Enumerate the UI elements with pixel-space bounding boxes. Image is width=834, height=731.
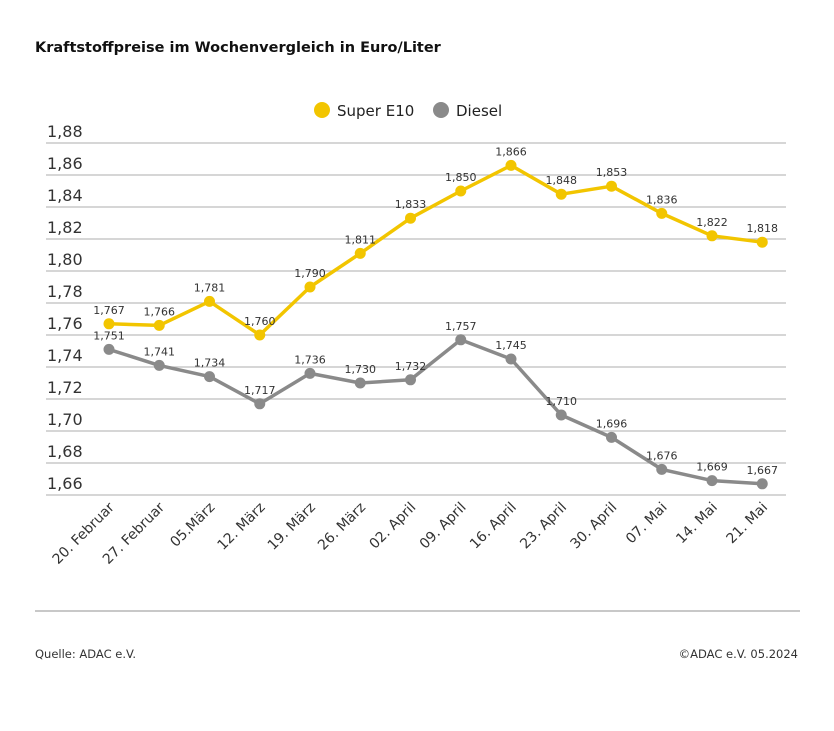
data-label: 1,766 [144, 305, 176, 318]
x-tick-label: 05.März [167, 500, 218, 551]
data-label: 1,676 [646, 449, 678, 462]
divider [35, 610, 800, 612]
x-tick-label: 07. Mai [623, 500, 671, 548]
data-point [455, 185, 467, 197]
legend-marker [314, 102, 330, 118]
data-label: 1,757 [445, 320, 477, 333]
data-label: 1,790 [294, 267, 326, 280]
series-line [108, 163, 763, 337]
data-point [204, 371, 215, 383]
data-point [756, 236, 768, 248]
data-point [505, 353, 517, 365]
x-tick-label: 23. April [517, 500, 570, 553]
legend-label: Diesel [456, 102, 502, 120]
y-tick-label: 1,66 [47, 474, 83, 493]
x-tick-label: 16. April [467, 500, 520, 553]
data-point [153, 319, 165, 331]
data-point [254, 329, 266, 341]
chart-title: Kraftstoffpreise im Wochenvergleich in E… [35, 40, 441, 56]
data-label: 1,736 [294, 353, 326, 366]
y-tick-label: 1,70 [47, 410, 83, 429]
data-point [505, 159, 517, 171]
data-point [555, 188, 567, 200]
data-point [455, 334, 467, 346]
y-tick-label: 1,76 [47, 314, 83, 333]
data-label: 1,732 [395, 360, 427, 373]
data-point [405, 374, 416, 386]
data-label: 1,781 [194, 281, 226, 294]
data-label: 1,866 [495, 145, 527, 158]
y-tick-label: 1,74 [47, 346, 83, 365]
x-tick-label: 12. März [214, 500, 268, 554]
x-tick-label: 30. April [567, 500, 620, 553]
data-label: 1,669 [696, 461, 728, 474]
y-tick-label: 1,78 [47, 282, 83, 301]
data-label: 1,741 [144, 345, 176, 358]
legend-marker [433, 102, 449, 118]
data-label: 1,848 [546, 174, 578, 187]
data-point [103, 318, 115, 330]
line-chart: 1,66 1,68 1,70 1,72 1,74 1,76 1,78 1,80 1,82 1,84… [46, 102, 786, 568]
data-point [204, 295, 215, 307]
data-point [354, 377, 366, 389]
data-label: 1,734 [194, 357, 226, 370]
data-point [706, 230, 718, 242]
data-label: 1,811 [345, 233, 377, 246]
data-point [254, 398, 266, 410]
data-label: 1,836 [646, 193, 678, 206]
x-tick-label: 21. Mai [724, 500, 772, 548]
data-label: 1,850 [445, 171, 477, 184]
series-line [108, 338, 763, 486]
data-label: 1,822 [696, 216, 728, 229]
y-tick-label: 1,72 [47, 378, 83, 397]
data-point [405, 212, 416, 224]
data-label: 1,696 [596, 417, 628, 430]
source-label: Quelle: ADAC e.V. [35, 647, 137, 661]
data-point [354, 247, 366, 259]
data-label: 1,730 [345, 363, 377, 376]
data-point [304, 367, 316, 379]
data-label: 1,853 [596, 166, 628, 179]
x-tick-label: 26. März [315, 500, 369, 554]
x-tick-label: 02. April [366, 500, 419, 553]
data-point [606, 431, 617, 443]
y-tick-label: 1,82 [47, 218, 83, 237]
data-label: 1,717 [244, 384, 276, 397]
legend-label: Super E10 [337, 102, 414, 120]
data-label: 1,667 [747, 464, 779, 477]
data-point [706, 475, 718, 487]
data-label: 1,710 [546, 395, 578, 408]
data-label: 1,767 [93, 304, 125, 317]
data-label: 1,833 [395, 198, 427, 211]
y-tick-label: 1,68 [47, 442, 83, 461]
data-label: 1,760 [244, 315, 276, 328]
data-point [153, 359, 165, 371]
data-point [606, 180, 617, 192]
x-tick-label: 14. Mai [673, 500, 721, 548]
data-point [555, 409, 567, 421]
data-point [656, 463, 668, 475]
data-label: 1,745 [495, 339, 527, 352]
data-point [304, 281, 316, 293]
y-tick-label: 1,86 [47, 154, 83, 173]
y-tick-label: 1,80 [47, 250, 83, 269]
y-tick-label: 1,88 [47, 122, 83, 141]
x-tick-label: 09. April [417, 500, 470, 553]
x-tick-label: 19. März [265, 500, 319, 554]
data-point [656, 207, 668, 219]
data-label: 1,818 [747, 222, 779, 235]
copyright-label: ©ADAC e.V. 05.2024 [678, 647, 798, 661]
y-tick-label: 1,84 [47, 186, 83, 205]
data-point [103, 343, 115, 355]
data-point [756, 478, 768, 490]
data-label: 1,751 [93, 329, 125, 342]
